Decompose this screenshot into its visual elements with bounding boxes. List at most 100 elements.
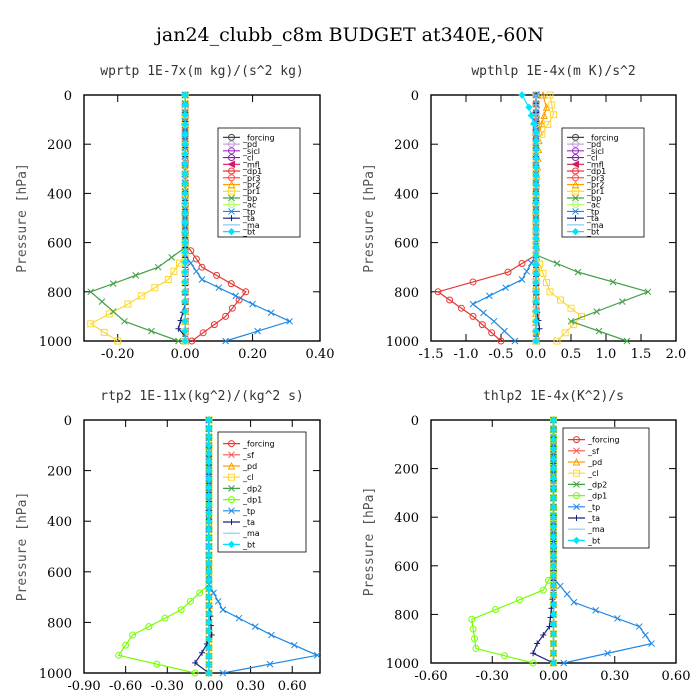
y-tick-label: 0 — [411, 89, 419, 104]
legend-marker — [572, 457, 581, 466]
legend-marker — [572, 147, 579, 155]
series-bt — [518, 91, 540, 345]
data-point — [532, 163, 540, 171]
legend-entry: _dp1 — [242, 496, 262, 505]
data-point — [290, 641, 298, 649]
data-point — [549, 620, 558, 628]
data-point — [196, 589, 204, 597]
data-point — [313, 651, 321, 659]
data-point — [614, 615, 621, 622]
data-point — [208, 632, 215, 639]
data-point — [121, 317, 128, 325]
data-point — [213, 271, 221, 279]
legend-marker — [573, 503, 580, 511]
data-point — [532, 234, 540, 242]
legend-entry: _pr3 — [586, 174, 604, 183]
data-point — [181, 288, 189, 296]
series-line — [436, 95, 537, 342]
data-point — [532, 207, 540, 215]
data-point — [181, 150, 189, 158]
data-point — [544, 121, 552, 129]
legend-marker — [573, 469, 580, 477]
legend-marker — [228, 473, 235, 481]
legend-entry: _cl — [586, 154, 598, 163]
x-tick-label: 2.0 — [666, 347, 687, 362]
legend-marker — [228, 519, 235, 525]
legend-entry: _pd — [242, 140, 257, 149]
legend-entry: _pd — [587, 458, 602, 467]
data-point — [595, 327, 603, 335]
x-tick-label: 0.60 — [278, 679, 307, 694]
legend-marker — [572, 187, 579, 195]
data-point — [648, 640, 655, 647]
data-point — [518, 260, 526, 268]
data-point — [469, 312, 477, 320]
legend-entry: _tp — [242, 207, 255, 216]
data-point — [532, 261, 540, 269]
data-point — [114, 337, 122, 345]
x-tick-label: 1.0 — [596, 347, 617, 362]
data-point — [222, 312, 230, 320]
panel-3: rtp2 1E-11x(kg^2)/(kg^2 s) Pressure [hPa]… — [15, 389, 321, 694]
data-point — [181, 268, 189, 276]
y-tick-label: 800 — [394, 286, 419, 301]
data-point — [574, 268, 582, 276]
y-tick-label: 600 — [394, 237, 419, 252]
data-point — [472, 644, 480, 652]
data-point — [546, 288, 554, 296]
data-point — [168, 254, 176, 261]
data-point — [546, 91, 554, 99]
data-point — [635, 623, 643, 630]
legend-entry: _sicl — [242, 147, 260, 156]
legend-entry: _ta — [586, 214, 599, 223]
data-point — [525, 103, 533, 112]
y-tick-label: 0 — [411, 414, 419, 429]
plot-frame — [83, 94, 321, 342]
x-tick-label: -0.60 — [109, 679, 142, 694]
legend-box — [562, 427, 650, 549]
data-point — [549, 581, 558, 589]
data-point — [205, 525, 213, 534]
x-tick-label: 1.5 — [631, 347, 652, 362]
data-point — [549, 639, 558, 648]
legend-marker — [227, 227, 236, 236]
legend-entry: _cl — [242, 154, 254, 163]
data-point — [530, 650, 537, 657]
legend-marker — [572, 167, 579, 175]
legend-box — [217, 431, 307, 553]
data-point — [523, 267, 531, 275]
data-point — [132, 272, 140, 279]
x-tick-label: 0.00 — [171, 347, 200, 362]
legend-marker — [228, 215, 235, 222]
x-tick-label: -0.30 — [151, 679, 184, 694]
x-tick-label: -0.90 — [67, 679, 100, 694]
data-point — [98, 298, 106, 305]
legend-marker — [228, 507, 235, 515]
y-tick-label: 0 — [64, 89, 72, 104]
data-point — [540, 632, 547, 639]
data-point — [205, 610, 213, 618]
data-point — [266, 660, 274, 668]
data-point — [210, 321, 218, 329]
data-point — [205, 593, 213, 601]
data-point — [518, 91, 526, 99]
x-tick-label: -0.5 — [488, 347, 513, 362]
data-point — [532, 180, 540, 189]
data-point — [549, 445, 558, 453]
data-point — [644, 288, 652, 296]
legend-entry: _cl — [587, 469, 599, 478]
series-line — [471, 420, 555, 664]
panel-title: rtp2 1E-11x(kg^2)/(kg^2 s) — [100, 389, 304, 404]
data-point — [181, 238, 189, 247]
y-tick-label: 400 — [47, 515, 72, 530]
data-point — [170, 267, 178, 275]
y-tick-label: 1000 — [386, 335, 419, 350]
data-point — [286, 317, 294, 325]
y-tick-label: 600 — [394, 560, 419, 575]
data-point — [181, 209, 189, 217]
legend-entry: _mfl — [242, 160, 260, 169]
y-tick-label: 200 — [47, 465, 72, 480]
data-point — [539, 586, 547, 594]
data-point — [186, 597, 194, 605]
